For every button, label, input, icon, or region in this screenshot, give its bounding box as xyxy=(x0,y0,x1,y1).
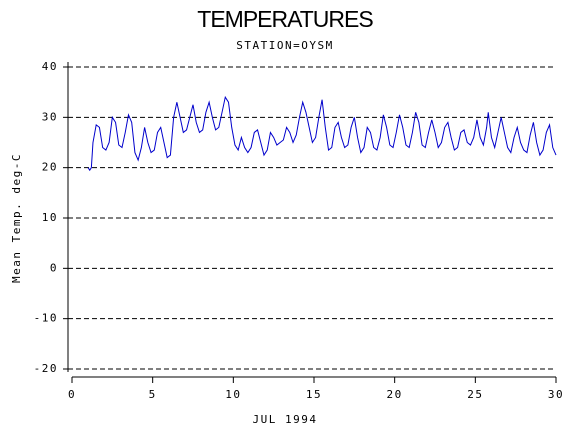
x-tick-label: 0 xyxy=(68,388,76,401)
x-tick-label: 5 xyxy=(149,388,157,401)
y-tick-label: -20 xyxy=(34,362,58,375)
chart-title: TEMPERATURES xyxy=(197,6,373,32)
y-tick-label: 20 xyxy=(42,161,58,174)
y-axis-label: Mean Temp. deg-C xyxy=(10,153,23,283)
y-tick-label: 0 xyxy=(50,261,58,274)
line-series xyxy=(87,95,557,172)
x-tick-label: 20 xyxy=(387,388,403,401)
y-tick-label: 40 xyxy=(42,60,58,73)
x-axis-label: JUL 1994 xyxy=(253,413,318,426)
x-tick-label: 30 xyxy=(548,388,564,401)
y-tick-label: 10 xyxy=(42,211,58,224)
x-tick-label: 15 xyxy=(306,388,322,401)
chart-subtitle: STATION=OYSM xyxy=(236,39,333,52)
x-tick-label: 25 xyxy=(467,388,483,401)
x-tick-label: 10 xyxy=(225,388,241,401)
y-tick-label: -10 xyxy=(34,312,58,325)
y-tick-label: 30 xyxy=(42,110,58,123)
